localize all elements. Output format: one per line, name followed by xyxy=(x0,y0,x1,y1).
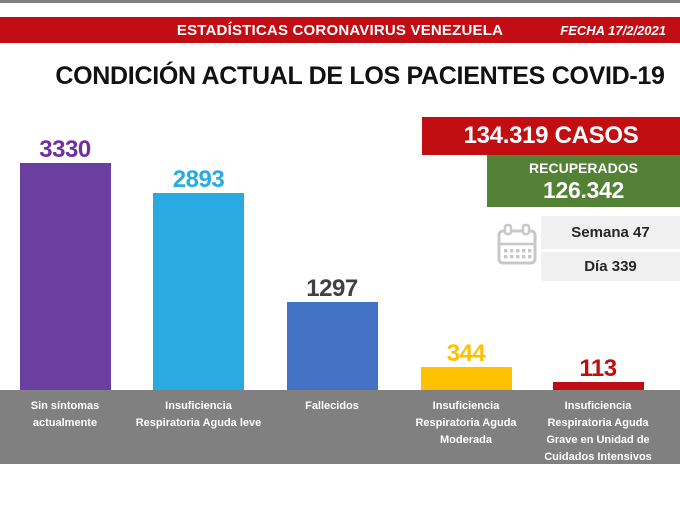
day-badge: Día 339 xyxy=(541,252,680,281)
total-cases-badge: 134.319 CASOS xyxy=(422,117,680,155)
category-label: Insuficiencia Respiratoria Aguda Grave en … xyxy=(544,400,652,463)
page-title: CONDICIÓN ACTUAL DE LOS PACIENTES COVID-… xyxy=(55,62,665,90)
banner-title: ESTADÍSTICAS CORONAVIRUS VENEZUELA xyxy=(176,21,504,39)
chart-bar xyxy=(552,382,644,390)
chart-bar xyxy=(19,163,111,390)
category-label: Fallecidos xyxy=(305,400,359,412)
chart-bar xyxy=(286,302,378,390)
week-badge: Semana 47 xyxy=(541,216,680,249)
top-divider xyxy=(0,0,680,3)
category-label: Sin síntomas actualmente xyxy=(30,400,100,429)
banner-date: FECHA 17/2/2021 xyxy=(560,22,666,38)
bar-value-label: 113 xyxy=(579,355,617,382)
bar-value-label: 344 xyxy=(446,340,486,367)
recovered-title: RECUPERADOS xyxy=(529,160,638,176)
category-axis-strip: Sin síntomas actualmente Insuficiencia Resp… xyxy=(0,390,680,464)
chart-bar xyxy=(153,193,244,390)
category-label: Insuficiencia Respiratoria Aguda leve xyxy=(135,400,262,429)
bar-value-label: 1297 xyxy=(306,275,358,302)
calendar-icon xyxy=(495,222,539,268)
bar-value-label: 3330 xyxy=(39,136,91,163)
chart-bar xyxy=(420,367,512,390)
recovered-value: 126.342 xyxy=(542,177,625,203)
bar-value-label: 2893 xyxy=(172,166,225,193)
header-banner: ESTADÍSTICAS CORONAVIRUS VENEZUELA FECHA… xyxy=(0,17,680,43)
total-cases-label: 134.319 CASOS xyxy=(463,122,639,149)
category-label: Insuficiencia Respiratoria Aguda Moderada xyxy=(415,400,517,446)
recovered-badge: RECUPERADOS 126.342 xyxy=(487,155,680,207)
